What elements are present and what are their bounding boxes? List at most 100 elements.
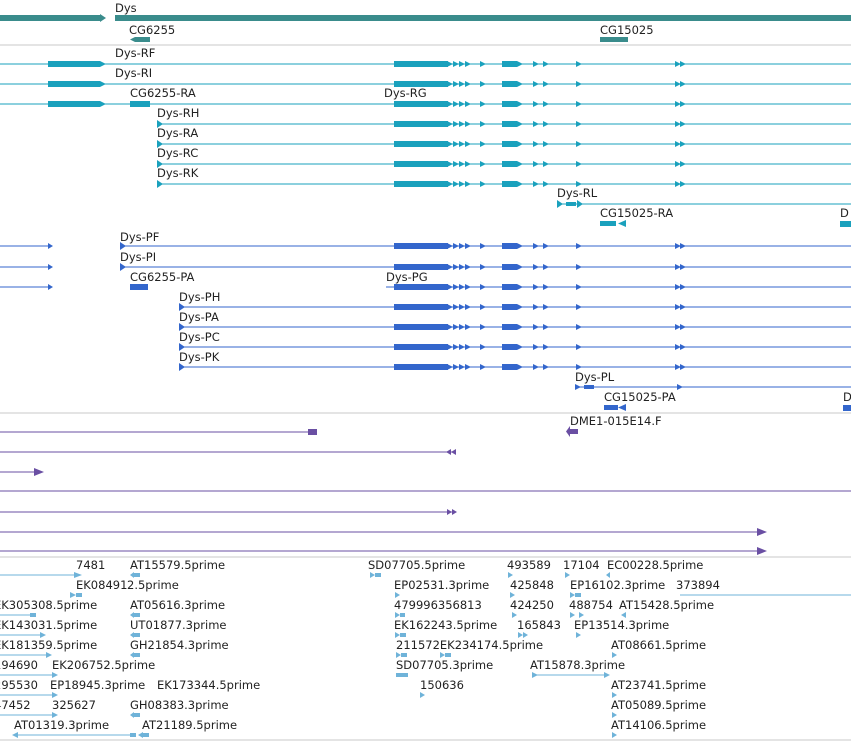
est-label[interactable]: 295530: [0, 678, 38, 692]
est-alignment[interactable]: [576, 632, 581, 638]
est-alignment[interactable]: [532, 672, 610, 678]
transcript-dys-ri[interactable]: [0, 81, 851, 87]
gene-bar-dys[interactable]: [115, 15, 851, 21]
protein-dys-pf[interactable]: [120, 242, 851, 250]
protein-label[interactable]: Dys-PG: [386, 270, 428, 284]
est-label[interactable]: EK181359.5prime: [0, 638, 97, 652]
est-alignment[interactable]: [420, 692, 425, 698]
est-alignment[interactable]: [565, 572, 570, 578]
protein-label[interactable]: Dys-PC: [179, 330, 220, 344]
protein-dys-ph[interactable]: [179, 303, 851, 311]
transcript-label[interactable]: CG6255-RA: [130, 86, 196, 100]
est-alignment[interactable]: [130, 612, 140, 618]
est-alignment[interactable]: [0, 572, 82, 578]
transcript-label[interactable]: Dys-RK: [157, 166, 199, 180]
est-alignment[interactable]: [395, 612, 405, 618]
cdna-alignment[interactable]: [0, 547, 767, 555]
est-alignment[interactable]: [396, 652, 407, 658]
est-alignment[interactable]: [0, 652, 52, 658]
cdna-alignment[interactable]: [0, 509, 457, 515]
est-label[interactable]: EK08491: [76, 578, 127, 592]
est-label[interactable]: GH08383.3prime: [130, 698, 229, 712]
est-label[interactable]: 424250: [510, 598, 554, 612]
est-label[interactable]: AT21189.5prime: [142, 718, 237, 732]
transcript-label[interactable]: Dys-RL: [557, 186, 598, 200]
est-label[interactable]: AT05089.5prime: [611, 698, 706, 712]
est-alignment[interactable]: [70, 592, 82, 598]
est-alignment[interactable]: [138, 732, 149, 738]
protein-dys-pl[interactable]: [575, 384, 851, 390]
protein-dys-pk[interactable]: [179, 363, 851, 371]
gene-bar-cg6255[interactable]: [130, 37, 150, 42]
est-alignment[interactable]: [0, 632, 46, 638]
est-label[interactable]: 373894: [676, 578, 720, 592]
est-alignment[interactable]: [440, 652, 451, 658]
est-alignment[interactable]: [612, 732, 617, 738]
protein-dys-pg[interactable]: [386, 284, 851, 290]
est-alignment[interactable]: [512, 612, 517, 618]
protein-dys-pa[interactable]: [179, 323, 851, 331]
transcript-dys-rf[interactable]: [0, 61, 851, 67]
est-label[interactable]: AT23741.5prime: [611, 678, 706, 692]
est-label[interactable]: 488754: [569, 598, 613, 612]
est-label[interactable]: AT05616.3prime: [130, 598, 225, 612]
est-alignment[interactable]: [12, 732, 136, 738]
est-alignment[interactable]: [130, 712, 140, 718]
cdna-alignment[interactable]: [566, 426, 578, 437]
transcript-dys-ra[interactable]: [157, 140, 851, 148]
est-alignment[interactable]: [0, 672, 58, 678]
est-label[interactable]: SD07705.3prime: [396, 658, 493, 672]
protein-offscreen[interactable]: [843, 405, 851, 411]
est-label[interactable]: AT15579.5prime: [130, 558, 225, 572]
est-label[interactable]: GH21854.3prime: [130, 638, 229, 652]
est-alignment[interactable]: [396, 673, 408, 677]
est-label[interactable]: EK206752.5prime: [52, 658, 155, 672]
cdna-alignment[interactable]: [0, 429, 317, 435]
cdna-alignment[interactable]: [0, 468, 44, 476]
protein-cg15025-pa[interactable]: [604, 404, 626, 411]
est-label[interactable]: EK143031.5prime: [0, 618, 97, 632]
gene-bar-dys-left[interactable]: [0, 15, 100, 21]
transcript-dys-rh[interactable]: [157, 120, 851, 128]
est-alignment[interactable]: [130, 652, 140, 658]
est-alignment[interactable]: [395, 632, 406, 638]
est-label[interactable]: 47452: [0, 698, 31, 712]
est-label[interactable]: EK162243.5prime: [394, 618, 497, 632]
transcript-offscreen[interactable]: [840, 221, 851, 227]
est-label[interactable]: EC00228.5prime: [607, 558, 703, 572]
protein-label[interactable]: Dys-PF: [120, 230, 159, 244]
est-label[interactable]: 211572EK234174.5prime: [396, 638, 543, 652]
est-label[interactable]: 150636: [420, 678, 464, 692]
transcript-cg6255-ra[interactable]: [130, 101, 150, 107]
est-label[interactable]: EP02531.3prime: [394, 578, 489, 592]
est-alignment[interactable]: [510, 592, 515, 598]
est-label[interactable]: AT08661.5prime: [611, 638, 706, 652]
est-label[interactable]: AT01319.3prime: [14, 718, 109, 732]
est-label[interactable]: AT14106.5prime: [611, 718, 706, 732]
transcript-label[interactable]: CG15025-RA: [600, 206, 673, 220]
est-alignment[interactable]: [612, 652, 617, 658]
protein-dys-pi[interactable]: [120, 263, 851, 271]
est-alignment[interactable]: [0, 692, 58, 698]
cdna-alignment[interactable]: [0, 528, 767, 536]
est-alignment[interactable]: [518, 632, 528, 638]
protein-label[interactable]: CG15025-PA: [604, 390, 676, 404]
transcript-dys-rc[interactable]: [157, 160, 851, 168]
gene-bar-cg15025[interactable]: [600, 37, 628, 42]
protein-label[interactable]: Dys-PL: [575, 370, 615, 384]
transcript-cg15025-ra[interactable]: [600, 220, 626, 227]
est-alignment[interactable]: [395, 592, 400, 598]
protein-left-fragment[interactable]: [0, 243, 53, 290]
est-alignment[interactable]: [130, 572, 140, 578]
est-label[interactable]: 17104: [563, 558, 600, 572]
protein-label[interactable]: Dys-PK: [179, 350, 220, 364]
transcript-dys-rl[interactable]: [557, 200, 851, 208]
est-alignment[interactable]: [612, 712, 617, 718]
transcript-label[interactable]: Dys-RH: [157, 106, 199, 120]
gene-label-dys[interactable]: Dys: [115, 1, 137, 15]
est-label[interactable]: EK305308.5prime: [0, 598, 97, 612]
est-alignment[interactable]: [570, 612, 584, 618]
est-alignment[interactable]: [130, 632, 140, 638]
protein-label[interactable]: Dys-PA: [179, 310, 219, 324]
